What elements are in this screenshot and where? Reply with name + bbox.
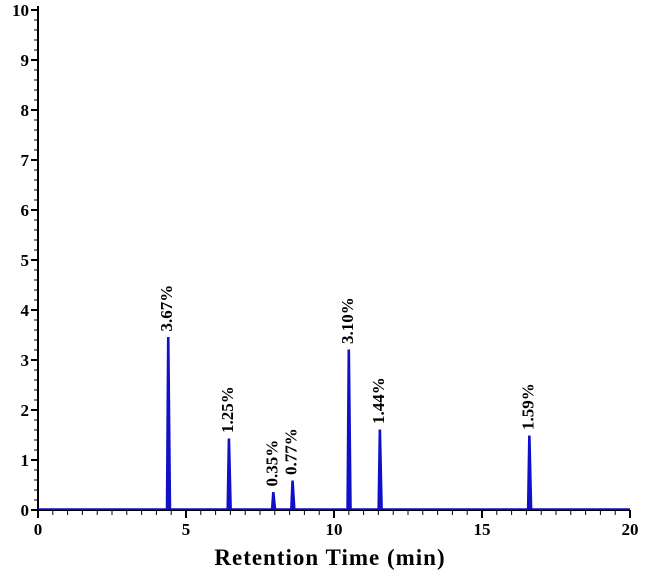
x-tick-label: 10 (326, 520, 343, 539)
y-tick-label: 8 (21, 101, 30, 120)
peak-label: 1.44% (369, 377, 388, 424)
peak (526, 435, 533, 510)
peak (346, 349, 352, 510)
x-tick-label: 20 (622, 520, 639, 539)
peak (226, 438, 232, 510)
y-tick-label: 5 (21, 251, 30, 270)
y-tick-label: 7 (21, 151, 30, 170)
y-tick-label: 2 (21, 401, 30, 420)
peak-label: 3.67% (157, 285, 176, 332)
peak-labels: 3.67% 1.25% 0.35% 0.77% 3.10% 1.44% 1.59% (157, 285, 537, 487)
y-tick-label: 9 (21, 51, 30, 70)
peak-label: 1.59% (518, 383, 537, 430)
y-tick-label: 3 (21, 351, 30, 370)
peak-label: 3.10% (338, 297, 357, 344)
peak-label: 0.77% (282, 428, 301, 475)
y-tick-label: 4 (21, 301, 30, 320)
x-tick-label: 5 (182, 520, 191, 539)
y-tick-label: 1 (21, 451, 30, 470)
x-axis-title: Retention Time (min) (214, 545, 445, 570)
y-tick-label: 0 (21, 501, 30, 520)
peak (290, 480, 296, 510)
peak (270, 492, 277, 510)
y-tick-label: 10 (12, 1, 29, 20)
peak-label: 0.35% (262, 440, 281, 487)
peak-label: 1.25% (218, 386, 237, 433)
peak (165, 337, 172, 510)
chromatogram-trace (38, 337, 630, 510)
axes: 0 1 2 3 4 5 6 7 8 9 10 0 5 10 15 20 (12, 1, 639, 539)
x-tick-label: 0 (34, 520, 43, 539)
x-tick-label: 15 (474, 520, 491, 539)
y-tick-label: 6 (21, 201, 30, 220)
peak (377, 429, 383, 510)
